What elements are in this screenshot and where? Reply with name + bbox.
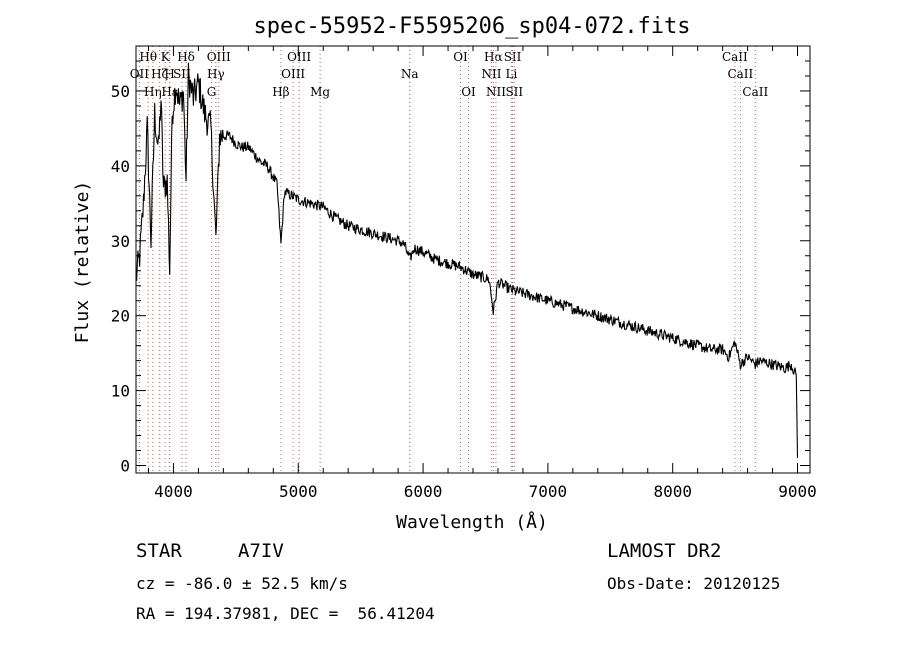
marker-label: Na (401, 67, 419, 81)
marker-label: OIII (281, 67, 305, 81)
marker-label: SII (505, 85, 523, 99)
y-tick-label: 0 (120, 457, 130, 476)
y-tick-label: 30 (111, 232, 130, 251)
marker-label: OII (130, 67, 150, 81)
x-tick-label: 9000 (778, 482, 817, 501)
marker-label: Hγ (207, 67, 225, 81)
marker-label: Hε (161, 85, 178, 99)
y-axis-label: Flux (relative) (72, 181, 93, 344)
marker-label: CaII (742, 85, 768, 99)
marker-label: CaII (727, 67, 753, 81)
line-markers: HθOIIHηKHHζHεSIIHδGOIIIHγHβOIIIOIIIMgNaO… (130, 46, 768, 473)
marker-label: Hθ (139, 50, 157, 64)
marker-label: SII (173, 67, 191, 81)
marker-label: SII (504, 50, 522, 64)
marker-label: Hα (484, 50, 503, 64)
marker-label: NII (481, 67, 501, 81)
y-tick-label: 50 (111, 82, 130, 101)
marker-label: CaII (722, 50, 748, 64)
marker-label: G (207, 85, 217, 99)
marker-label: Hβ (272, 85, 289, 99)
marker-label: OIII (207, 50, 231, 64)
observation-date: Obs-Date: 20120125 (607, 574, 781, 593)
marker-label: OI (461, 85, 476, 99)
marker-label: OI (453, 50, 468, 64)
coordinates: RA = 194.37981, DEC = 56.41204 (136, 604, 435, 623)
marker-label: Li (506, 67, 518, 81)
marker-label: Hδ (177, 50, 195, 64)
axis-ticks: 4000 5000 6000 7000 8000 9000 0 10 20 30 40 50 (111, 46, 817, 501)
x-axis-label: Wavelength (Å) (396, 511, 548, 533)
y-tick-label: 20 (111, 307, 130, 326)
y-tick-label: 10 (111, 382, 130, 401)
plot-frame (135, 45, 811, 474)
marker-label: Hη (144, 85, 162, 99)
x-tick-label: 7000 (529, 482, 568, 501)
object-subclass: A7IV (238, 540, 284, 562)
survey-name: LAMOST DR2 (607, 540, 722, 562)
x-tick-label: 8000 (653, 482, 692, 501)
x-tick-label: 5000 (279, 482, 318, 501)
y-tick-label: 40 (111, 157, 130, 176)
marker-label: Hζ (151, 67, 168, 81)
object-class: STAR (136, 540, 182, 562)
x-tick-label: 4000 (154, 482, 193, 501)
marker-label: K (161, 50, 171, 64)
marker-label: NII (486, 85, 506, 99)
spectrum-line (135, 62, 799, 459)
marker-label: OIII (287, 50, 311, 64)
chart-title: spec-55952-F5595206_sp04-072.fits (253, 14, 690, 39)
redshift-velocity: cz = -86.0 ± 52.5 km/s (136, 574, 348, 593)
marker-label: Mg (310, 85, 330, 99)
x-tick-label: 6000 (404, 482, 443, 501)
